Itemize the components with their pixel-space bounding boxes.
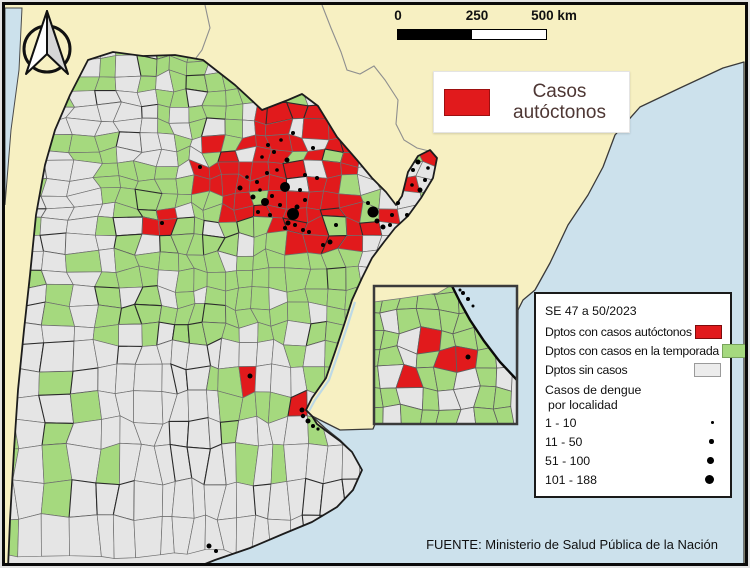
department-cells-layer (8, 52, 437, 559)
scale-bar-empty-segment (472, 30, 546, 39)
autochthonous-cases-title-box: Casos autóctonos (433, 71, 630, 133)
legend-item-label: Dptos con casos en la temporada (545, 344, 719, 358)
title-text: Casos autóctonos (500, 81, 619, 123)
legend-dot-class-2: 11 - 50 (545, 432, 721, 451)
dot-class-label: 11 - 50 (545, 434, 583, 449)
title-line-1: Casos (532, 81, 587, 102)
legend-item-label: Dptos sin casos (545, 363, 628, 377)
case-locality-dots-layer (160, 131, 430, 413)
dot-class-label: 51 - 100 (545, 453, 591, 468)
scalebar-tick-0: 0 (394, 8, 402, 23)
legend-item-season-cases: Dptos con casos en la temporada (545, 344, 749, 358)
dot-class-label: 1 - 10 (545, 415, 577, 430)
legend-swatch-gray (694, 363, 721, 377)
legend-item-label: Dptos con casos autóctonos (545, 325, 692, 339)
legend-dot-section-title: Casos de dengue por localidad (545, 383, 721, 413)
legend-item-no-cases: Dptos sin casos (545, 363, 721, 377)
dot-size-symbol (711, 421, 714, 424)
dot-size-symbol (709, 439, 714, 444)
dot-class-label: 101 - 188 (545, 472, 597, 487)
legend-swatch-red (694, 325, 722, 339)
source-note: FUENTE: Ministerio de Salud Pública de l… (426, 537, 718, 552)
dot-size-symbol (707, 457, 714, 464)
dot-section-line-2: por localidad (548, 398, 618, 412)
legend-swatch-green (721, 344, 749, 358)
scalebar-tick-250: 250 (465, 8, 489, 23)
title-line-2: autóctonos (513, 102, 606, 123)
map-legend-panel: SE 47 a 50/2023 Dptos con casos autócton… (534, 292, 749, 498)
legend-dot-class-4: 101 - 188 (545, 470, 721, 489)
legend-dot-class-1: 1 - 10 (545, 413, 721, 432)
scalebar-tick-500km: 500 km (531, 8, 577, 23)
dot-size-symbol (704, 474, 714, 485)
dot-section-line-1: Casos de dengue (545, 383, 642, 397)
legend-item-autochthonous: Dptos con casos autóctonos (545, 325, 722, 339)
north-arrow-icon (22, 10, 72, 75)
inset-map-buenos-aires (374, 286, 517, 424)
scale-bar (397, 29, 547, 40)
legend-period: SE 47 a 50/2023 (545, 304, 637, 318)
legend-dot-class-3: 51 - 100 (545, 451, 721, 470)
red-swatch (444, 88, 490, 116)
scale-bar-filled-segment (398, 30, 472, 39)
